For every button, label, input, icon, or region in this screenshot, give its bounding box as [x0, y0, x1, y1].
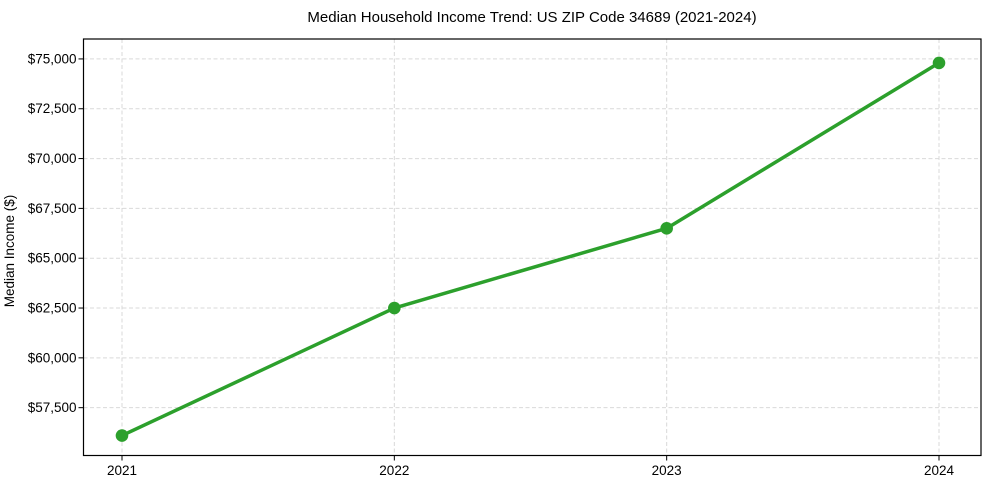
y-tick-label: $60,000 [28, 350, 77, 365]
y-tick-label: $72,500 [28, 101, 77, 116]
y-tick-label: $70,000 [28, 151, 77, 166]
plot-border [82, 38, 982, 457]
data-point-2024 [932, 56, 946, 70]
x-tick-label: 2024 [924, 463, 955, 478]
grid-layer [83, 39, 981, 456]
data-point-2022 [388, 301, 401, 315]
chart-title: Median Household Income Trend: US ZIP Co… [307, 9, 756, 26]
income-trend-line [120, 61, 941, 438]
data-point-2021 [115, 429, 129, 442]
axes-layer: 2021 2022 2023 2024 $57,500 $60,000 $62,500 $65… [28, 38, 982, 478]
data-point-2023 [660, 222, 673, 235]
y-tick-label: $75,000 [28, 51, 77, 66]
series-layer [115, 56, 946, 442]
y-tick-label: $57,500 [28, 400, 77, 415]
y-tick-label: $62,500 [28, 301, 77, 316]
y-tick-label: $65,000 [28, 251, 77, 266]
x-tick-label: 2023 [652, 463, 682, 478]
x-tick-label: 2021 [107, 463, 137, 478]
y-tick-label: $67,500 [28, 201, 77, 216]
x-tick-label: 2022 [379, 463, 409, 478]
y-axis-label: Median Income ($) [2, 195, 17, 308]
